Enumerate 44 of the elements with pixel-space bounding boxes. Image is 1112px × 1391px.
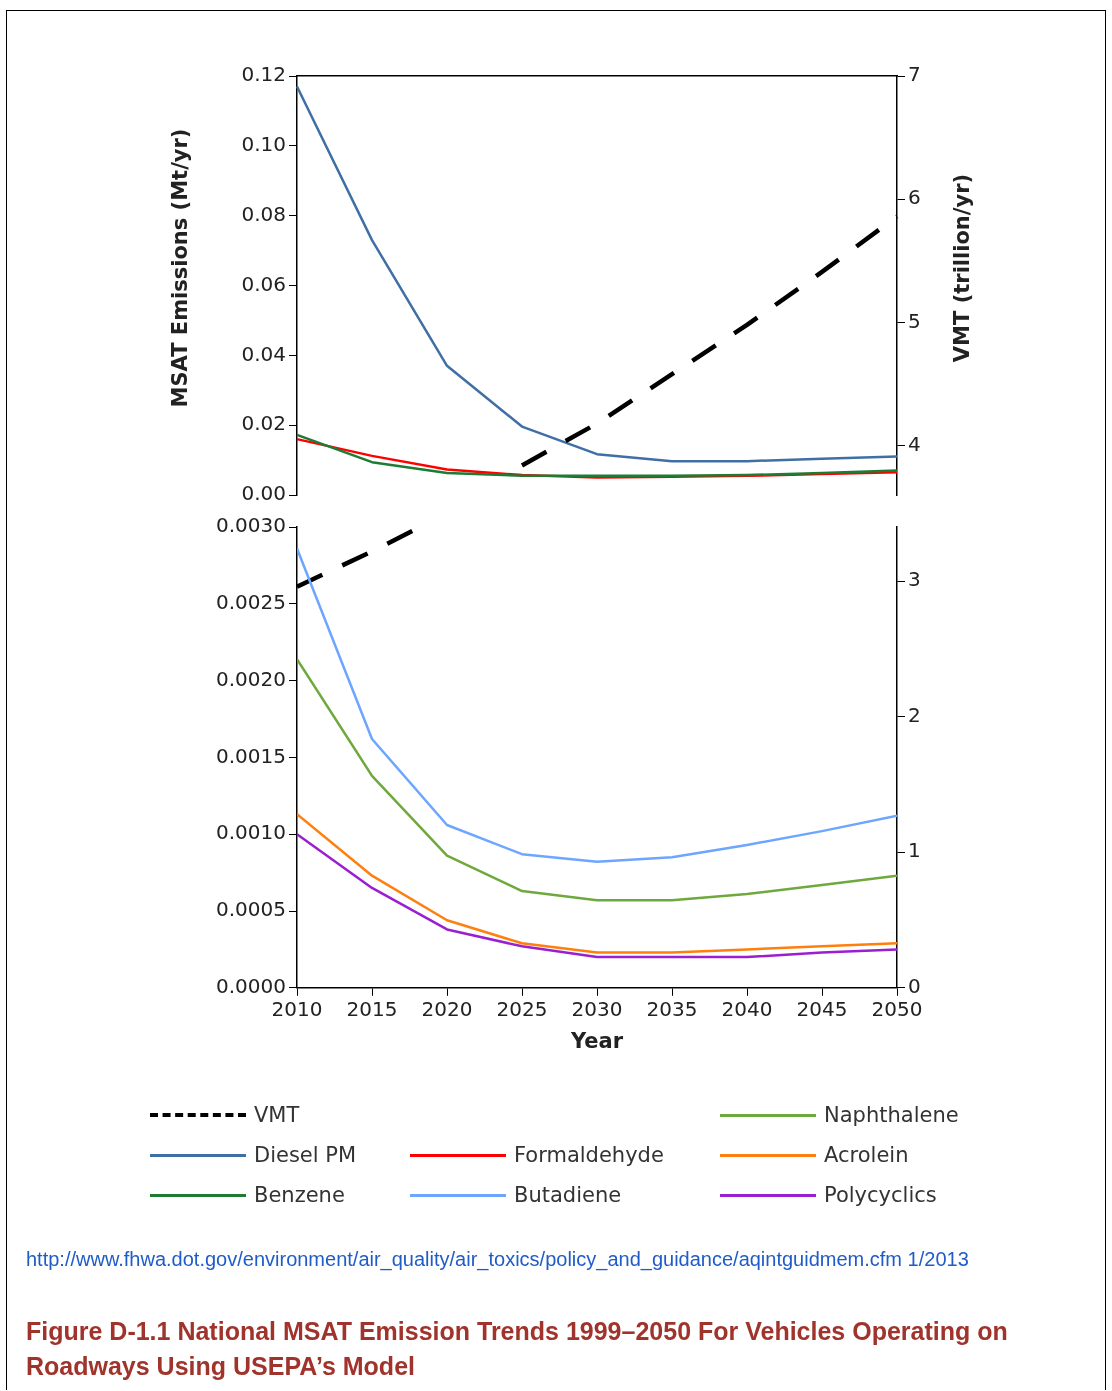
y-tick-label: 0.10	[241, 132, 286, 157]
y-tick-label: 0.02	[241, 411, 286, 436]
x-tick-label: 2025	[496, 997, 548, 1021]
y-tick-label: 0.0015	[216, 743, 286, 768]
y2-tick-label: 2	[908, 702, 921, 727]
y2-tick-label: 1	[908, 838, 921, 863]
y2-tick-label: 0	[908, 974, 921, 998]
x-tick-label: 2045	[796, 997, 848, 1021]
y-tick-label: 0.0020	[216, 666, 286, 691]
x-tick-label: 2020	[421, 997, 473, 1021]
legend-label: Butadiene	[514, 1183, 622, 1207]
legend-label: Formaldehyde	[514, 1143, 664, 1167]
y-tick-label: 0.0005	[216, 897, 286, 922]
y2-tick-label: 7	[908, 62, 921, 87]
y-tick-label: 0.08	[241, 201, 286, 226]
legend-label: Benzene	[254, 1183, 345, 1207]
y-tick-label: 0.0030	[216, 513, 286, 538]
y-tick-label: 0.00	[241, 481, 286, 506]
y2-tick-label: 6	[908, 185, 921, 210]
y2-tick-label: 5	[908, 308, 921, 333]
legend-label: Polycyclics	[824, 1183, 937, 1207]
x-axis-title: Year	[569, 1028, 624, 1053]
x-tick-label: 2015	[346, 997, 398, 1021]
y-tick-label: 0.0025	[216, 590, 286, 614]
text: http://www.fhwa.dot.gov/environment/air_quality/air_toxics/policy_and_guidance/aqintguidmem.cfm 1/2013	[26, 1248, 969, 1271]
y-tick-label: 0.06	[241, 271, 286, 296]
y-tick-label: 0.0000	[216, 974, 286, 998]
y-tick-label: 0.04	[241, 341, 286, 366]
x-tick-label: 2040	[721, 997, 773, 1021]
y2-tick-label: 4	[908, 431, 921, 456]
text: Figure D-1.1 National MSAT Emission Trends 1999–2050 For Vehicles Operating on Roadways Using USEPA’s Model	[26, 1316, 1009, 1382]
y2-tick-label: 3	[908, 567, 921, 592]
y-tick-label: 0.12	[241, 62, 286, 87]
legend-label: Diesel PM	[254, 1143, 357, 1167]
y2-axis-title: VMT (trillion/yr)	[950, 173, 974, 363]
y-tick-label: 0.0010	[216, 820, 286, 845]
legend-label: VMT	[254, 1103, 300, 1127]
legend-label: Acrolein	[824, 1143, 909, 1167]
x-tick-label: 2050	[871, 997, 923, 1021]
x-tick-label: 2010	[271, 997, 323, 1021]
legend-label: Naphthalene	[824, 1103, 959, 1127]
x-tick-label: 2035	[646, 997, 698, 1021]
x-tick-label: 2030	[571, 997, 623, 1021]
y-axis-title: MSAT Emissions (Mt/yr)	[168, 128, 192, 408]
